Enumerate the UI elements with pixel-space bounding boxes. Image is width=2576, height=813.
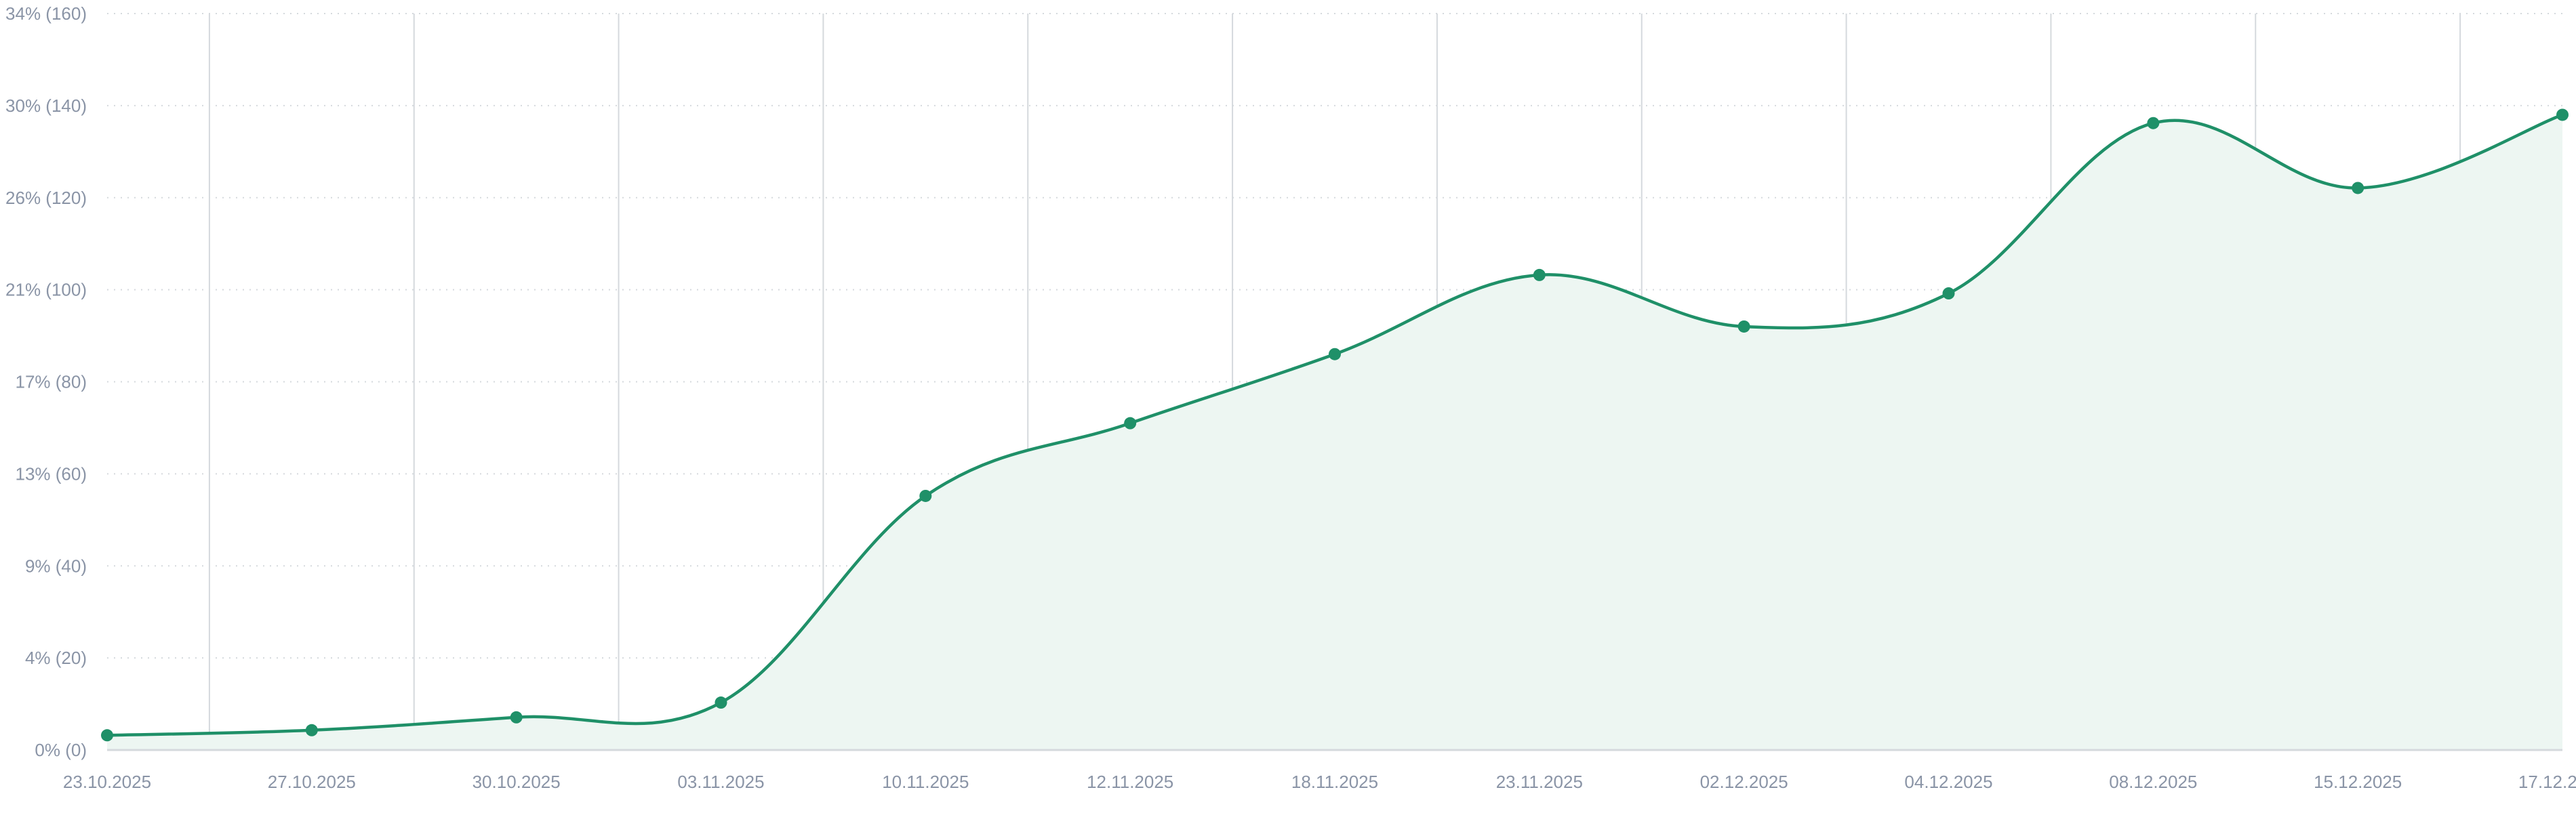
x-tick-label: 23.11.2025	[1496, 772, 1583, 792]
x-tick-label: 08.12.2025	[2109, 772, 2197, 792]
y-tick-label: 4% (20)	[25, 648, 87, 668]
data-point[interactable]	[2556, 108, 2569, 121]
data-point[interactable]	[1737, 320, 1750, 333]
area-fill	[107, 114, 2562, 750]
x-tick-label: 15.12.2025	[2314, 772, 2402, 792]
data-point[interactable]	[305, 724, 318, 736]
y-tick-label: 30% (140)	[5, 96, 87, 116]
y-tick-label: 9% (40)	[25, 556, 87, 576]
y-tick-label: 26% (120)	[5, 188, 87, 208]
data-point[interactable]	[1329, 348, 1341, 360]
y-tick-label: 13% (60)	[16, 463, 87, 484]
y-axis-ticks: 0% (0) 4% (20) 9% (40) 13% (60) 17% (80) 21% …	[5, 3, 87, 760]
x-tick-label: 23.10.2025	[63, 772, 151, 792]
x-tick-label: 04.12.2025	[1904, 772, 1992, 792]
x-tick-label: 10.11.2025	[882, 772, 969, 792]
x-axis-ticks: 23.10.2025 27.10.2025 30.10.2025 03.11.2025…	[63, 772, 2576, 792]
y-tick-label: 17% (80)	[16, 372, 87, 392]
data-points	[101, 108, 2569, 742]
x-tick-label: 27.10.2025	[268, 772, 356, 792]
x-tick-label: 18.11.2025	[1291, 772, 1378, 792]
x-tick-label: 03.11.2025	[677, 772, 764, 792]
data-point[interactable]	[510, 711, 523, 724]
x-tick-label: 02.12.2025	[1700, 772, 1788, 792]
data-point[interactable]	[2352, 182, 2364, 194]
x-tick-label: 12.11.2025	[1087, 772, 1173, 792]
y-tick-label: 21% (100)	[5, 280, 87, 300]
y-tick-label: 34% (160)	[5, 3, 87, 24]
x-tick-label: 17.12.2025	[2518, 772, 2576, 792]
data-point[interactable]	[715, 696, 727, 709]
y-tick-label: 0% (0)	[35, 740, 87, 760]
data-point[interactable]	[919, 489, 932, 502]
data-point[interactable]	[101, 729, 113, 742]
x-tick-label: 30.10.2025	[472, 772, 561, 792]
data-point[interactable]	[2147, 117, 2160, 129]
data-point[interactable]	[1124, 417, 1137, 430]
data-point[interactable]	[1533, 268, 1546, 281]
data-point[interactable]	[1942, 287, 1955, 300]
